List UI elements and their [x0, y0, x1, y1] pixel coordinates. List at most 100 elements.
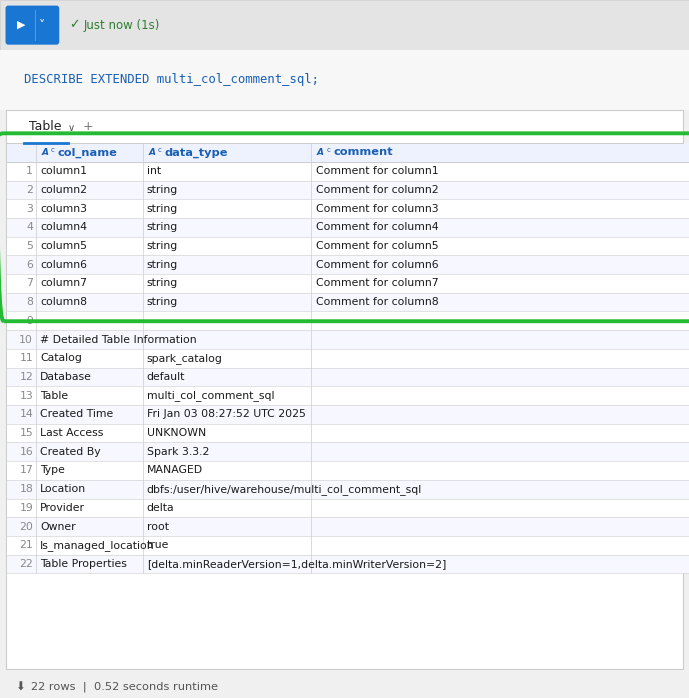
- Text: data_type: data_type: [165, 147, 228, 158]
- Text: 22 rows  |  0.52 seconds runtime: 22 rows | 0.52 seconds runtime: [31, 681, 218, 692]
- Text: Comment for column5: Comment for column5: [316, 241, 438, 251]
- Text: string: string: [147, 241, 178, 251]
- Text: Comment for column8: Comment for column8: [316, 297, 438, 307]
- Text: 10: 10: [19, 334, 33, 345]
- Text: 2: 2: [26, 185, 33, 195]
- FancyBboxPatch shape: [7, 349, 689, 368]
- Text: spark_catalog: spark_catalog: [147, 352, 223, 364]
- Text: [delta.minReaderVersion=1,delta.minWriterVersion=2]: [delta.minReaderVersion=1,delta.minWrite…: [147, 559, 446, 569]
- Text: Table Properties: Table Properties: [40, 559, 127, 569]
- Text: Table: Table: [29, 120, 61, 133]
- Text: Comment for column7: Comment for column7: [316, 279, 438, 288]
- Text: Comment for column6: Comment for column6: [316, 260, 438, 269]
- Text: Created By: Created By: [40, 447, 101, 456]
- Text: 3: 3: [26, 204, 33, 214]
- Text: c: c: [51, 147, 55, 154]
- Text: string: string: [147, 204, 178, 214]
- Text: root: root: [147, 521, 169, 532]
- FancyBboxPatch shape: [7, 480, 689, 498]
- Text: 6: 6: [26, 260, 33, 269]
- Text: 7: 7: [26, 279, 33, 288]
- Text: Table: Table: [40, 391, 68, 401]
- Text: ✓: ✓: [69, 19, 79, 31]
- Text: 11: 11: [19, 353, 33, 363]
- Text: Created Time: Created Time: [40, 409, 113, 419]
- Text: dbfs:/user/hive/warehouse/multi_col_comment_sql: dbfs:/user/hive/warehouse/multi_col_comm…: [147, 484, 422, 495]
- Text: Type: Type: [40, 466, 65, 475]
- Text: string: string: [147, 185, 178, 195]
- Text: default: default: [147, 372, 185, 382]
- Text: DESCRIBE EXTENDED multi_col_comment_sql;: DESCRIBE EXTENDED multi_col_comment_sql;: [24, 73, 319, 87]
- Text: MANAGED: MANAGED: [147, 466, 203, 475]
- Text: 9: 9: [26, 315, 33, 326]
- Text: 16: 16: [19, 447, 33, 456]
- Text: 17: 17: [19, 466, 33, 475]
- Text: ▶: ▶: [17, 20, 25, 30]
- Text: Provider: Provider: [40, 503, 85, 513]
- Text: 12: 12: [19, 372, 33, 382]
- Text: true: true: [147, 540, 169, 550]
- Text: string: string: [147, 260, 178, 269]
- Text: comment: comment: [333, 147, 393, 158]
- FancyBboxPatch shape: [6, 6, 59, 45]
- FancyBboxPatch shape: [7, 368, 689, 386]
- Text: Just now (1s): Just now (1s): [84, 19, 161, 31]
- Text: 4: 4: [26, 222, 33, 232]
- Text: ⬇: ⬇: [15, 681, 25, 693]
- FancyBboxPatch shape: [7, 405, 689, 424]
- FancyBboxPatch shape: [7, 218, 689, 237]
- Text: col_name: col_name: [58, 147, 118, 158]
- FancyBboxPatch shape: [7, 181, 689, 199]
- Text: c: c: [327, 147, 331, 154]
- Text: string: string: [147, 297, 178, 307]
- Text: ∨: ∨: [68, 124, 74, 133]
- Text: 19: 19: [19, 503, 33, 513]
- FancyBboxPatch shape: [7, 424, 689, 443]
- Text: Fri Jan 03 08:27:52 UTC 2025: Fri Jan 03 08:27:52 UTC 2025: [147, 409, 306, 419]
- Text: 21: 21: [19, 540, 33, 550]
- Text: column2: column2: [40, 185, 87, 195]
- Text: string: string: [147, 279, 178, 288]
- Text: 8: 8: [26, 297, 33, 307]
- Text: Catalog: Catalog: [40, 353, 82, 363]
- Text: 22: 22: [19, 559, 33, 569]
- Text: 20: 20: [19, 521, 33, 532]
- Text: Spark 3.3.2: Spark 3.3.2: [147, 447, 209, 456]
- Text: UNKNOWN: UNKNOWN: [147, 428, 206, 438]
- Text: 18: 18: [19, 484, 33, 494]
- FancyBboxPatch shape: [7, 386, 689, 405]
- Text: # Detailed Table Information: # Detailed Table Information: [40, 334, 196, 345]
- Text: ˅: ˅: [39, 19, 45, 31]
- FancyBboxPatch shape: [7, 461, 689, 480]
- Text: Owner: Owner: [40, 521, 76, 532]
- FancyBboxPatch shape: [7, 274, 689, 292]
- Text: Location: Location: [40, 484, 86, 494]
- Text: Comment for column4: Comment for column4: [316, 222, 438, 232]
- FancyBboxPatch shape: [7, 311, 689, 330]
- Text: multi_col_comment_sql: multi_col_comment_sql: [147, 390, 274, 401]
- FancyBboxPatch shape: [6, 110, 683, 669]
- FancyBboxPatch shape: [7, 555, 689, 573]
- Text: A: A: [41, 148, 48, 157]
- Text: column6: column6: [40, 260, 87, 269]
- Text: column8: column8: [40, 297, 87, 307]
- FancyBboxPatch shape: [7, 143, 689, 162]
- Text: Comment for column2: Comment for column2: [316, 185, 438, 195]
- Text: Comment for column3: Comment for column3: [316, 204, 438, 214]
- Text: 15: 15: [19, 428, 33, 438]
- Text: delta: delta: [147, 503, 174, 513]
- Text: A: A: [317, 148, 324, 157]
- Text: column5: column5: [40, 241, 87, 251]
- FancyBboxPatch shape: [7, 255, 689, 274]
- Text: +: +: [83, 120, 93, 133]
- Text: column7: column7: [40, 279, 87, 288]
- Text: Last Access: Last Access: [40, 428, 103, 438]
- Text: c: c: [158, 147, 162, 154]
- FancyBboxPatch shape: [7, 199, 689, 218]
- Text: 13: 13: [19, 391, 33, 401]
- Text: A: A: [148, 148, 155, 157]
- FancyBboxPatch shape: [7, 517, 689, 536]
- FancyBboxPatch shape: [7, 498, 689, 517]
- FancyBboxPatch shape: [7, 162, 689, 181]
- FancyBboxPatch shape: [7, 237, 689, 255]
